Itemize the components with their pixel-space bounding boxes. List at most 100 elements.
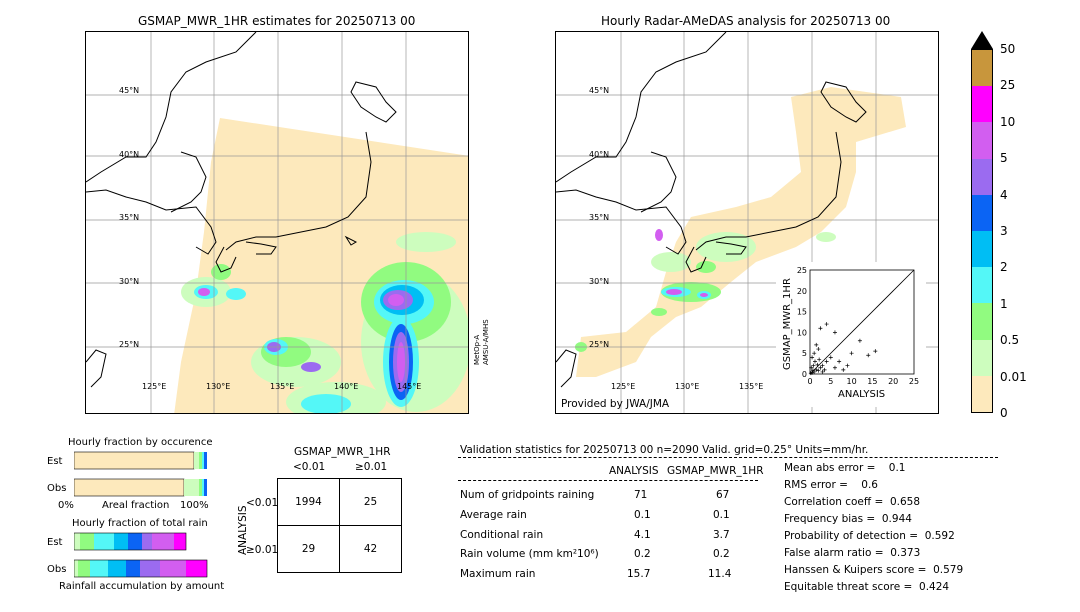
scatter-xlabel: ANALYSIS (838, 389, 886, 400)
score-rms: RMS error = 0.6 (784, 479, 878, 491)
contingency-cell-11: 1994 (277, 478, 340, 526)
validation-row-gsmap: 0.2 (713, 548, 730, 560)
colorbar-segment (972, 86, 992, 123)
scatter-point (810, 355, 815, 360)
scatter-diagonal (809, 269, 915, 375)
sensor-label-1: MetOp-A (473, 334, 481, 365)
colorbar (971, 49, 993, 413)
radar-coverage (576, 87, 906, 377)
left-lat-35: 35°N (119, 213, 140, 222)
colorbar-tick-label: 0 (1000, 406, 1008, 420)
validation-header: Validation statistics for 20250713 00 n=… (460, 444, 869, 456)
scatter-point (832, 330, 837, 335)
scatter-point (820, 369, 825, 374)
scatter-xtick-label: 10 (847, 377, 857, 386)
contingency-cell-21: 29 (277, 525, 340, 573)
scatter-plot: 00 5 5 10 10 15 15 20 20 25 25 (797, 266, 919, 386)
colorbar-segment (972, 50, 992, 87)
score-hk: Hanssen & Kuipers score = 0.579 (784, 564, 964, 576)
scatter-ytick-label: 5 (802, 349, 807, 358)
validation-row-gsmap: 3.7 (713, 529, 730, 541)
scatter-xtick-label: 5 (828, 377, 833, 386)
scatter-point (809, 365, 814, 370)
validation-row-label: Average rain (460, 509, 527, 521)
scatter-point (816, 368, 821, 373)
left-lat-45: 45°N (119, 86, 140, 95)
colorbar-segment (972, 230, 992, 268)
scatter-point (832, 365, 837, 370)
score-pod: Probability of detection = 0.592 (784, 530, 955, 542)
colorbar-tick-label: 0.01 (1000, 369, 1027, 384)
right-lat-30: 30°N (589, 277, 610, 286)
frac-occ-est-label: Est (47, 456, 63, 467)
contingency-col2: ≥0.01 (355, 461, 388, 473)
scatter-point (810, 368, 815, 373)
score-mae: Mean abs error = 0.1 (784, 462, 906, 474)
right-lon-130: 130°E (675, 382, 700, 391)
validation-row-analysis: 0.1 (634, 509, 651, 521)
scatter-xtick-label: 15 (867, 377, 877, 386)
left-map (85, 31, 469, 414)
validation-row-label: Num of gridpoints raining (460, 489, 595, 501)
frac-tot-axis: Rainfall accumulation by amount (59, 581, 225, 592)
scatter-point (849, 351, 854, 356)
frac-occ-axis-left: 0% (58, 500, 74, 511)
scatter-point (814, 342, 819, 347)
scatter-point (818, 326, 823, 331)
scatter-point (812, 359, 817, 364)
right-lon-125: 125°E (611, 382, 636, 391)
frac-occ-axis-right: 100% (180, 500, 209, 511)
validation-col-analysis: ANALYSIS (609, 465, 659, 477)
score-freq-bias: Frequency bias = 0.944 (784, 513, 912, 525)
colorbar-tick-label: 25 (1000, 78, 1016, 93)
colorbar-arrow (971, 31, 993, 49)
colorbar-segment (972, 158, 992, 195)
colorbar-tick-label: 1 (1000, 296, 1008, 311)
contingency-row2: ≥0.01 (246, 544, 279, 556)
validation-header-rule (458, 457, 998, 458)
right-coastlines (556, 32, 867, 388)
frac-occ-obs-label: Obs (47, 483, 67, 494)
scatter-point (822, 367, 827, 372)
contingency-row1: <0.01 (246, 497, 279, 509)
right-map-title: Hourly Radar-AMeDAS analysis for 2025071… (601, 14, 891, 28)
validation-row-analysis: 71 (634, 489, 648, 501)
validation-row-label: Maximum rain (460, 568, 536, 580)
colorbar-tick-label: 10 (1000, 114, 1016, 129)
scatter-point (841, 367, 846, 372)
frac-occ-title: Hourly fraction by occurence (68, 437, 213, 448)
contingency-col1: <0.01 (293, 461, 326, 473)
left-coastlines (86, 32, 397, 388)
colorbar-segment (972, 267, 992, 304)
validation-row-analysis: 0.2 (634, 548, 651, 560)
sensor-label-2: AMSU-A/MHS (482, 319, 490, 365)
contingency-title: GSMAP_MWR_1HR (294, 446, 391, 458)
right-lat-25: 25°N (589, 340, 610, 349)
left-lon-125: 125°E (142, 382, 167, 391)
scatter-xtick-label: 20 (888, 377, 898, 386)
scatter-point (808, 371, 813, 376)
scatter-point (818, 365, 823, 370)
radar-credit: Provided by JWA/JMA (561, 398, 670, 410)
scatter-point (845, 363, 850, 368)
left-map-canvas (86, 32, 468, 413)
scatter-point (816, 347, 821, 352)
colorbar-segment (972, 303, 992, 340)
frac-occ-axis-mid: Areal fraction (102, 500, 170, 511)
left-lat-25: 25°N (119, 340, 140, 349)
scatter-point (811, 363, 816, 368)
rain-blobs-right (575, 229, 836, 352)
left-lon-145: 145°E (397, 382, 422, 391)
validation-row-label: Conditional rain (460, 529, 544, 541)
frac-tot-est-label: Est (47, 537, 63, 548)
scatter-point (824, 322, 829, 327)
score-far: False alarm ratio = 0.373 (784, 547, 921, 559)
scatter-ytick-label: 20 (797, 287, 807, 296)
colorbar-tick-label: 3 (1000, 224, 1008, 238)
right-map-canvas (556, 32, 938, 413)
score-corr: Correlation coeff = 0.658 (784, 496, 920, 508)
contingency-table: 1994 25 29 42 (277, 478, 402, 573)
sensor-label: MetOp-A AMSU-A/MHS (473, 319, 491, 365)
colorbar-segment (972, 194, 992, 231)
colorbar-tick-label: 4 (1000, 187, 1008, 202)
